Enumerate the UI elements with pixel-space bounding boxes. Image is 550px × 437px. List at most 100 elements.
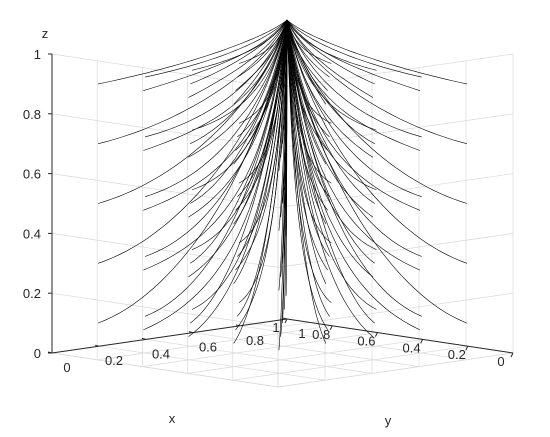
trajectory-line <box>97 19 288 324</box>
y-tick-label: 1 <box>298 326 305 341</box>
trajectory-line <box>239 19 288 64</box>
trajectory-line <box>286 19 420 91</box>
back-wall-grid-line <box>277 113 514 149</box>
trajectory-line <box>238 19 288 303</box>
x-axis-label: x <box>169 411 176 426</box>
z-tick-label: 1 <box>34 47 41 62</box>
x-tick-mark <box>420 339 424 344</box>
trajectory-line <box>286 19 422 138</box>
trajectory-line <box>286 19 374 98</box>
trajectory-curves <box>97 19 468 351</box>
trajectory-line <box>286 19 377 71</box>
trajectory-line <box>286 19 467 85</box>
x-tick-label: 0.6 <box>357 334 375 349</box>
trajectory-line <box>98 19 288 144</box>
x-tick-mark <box>374 332 378 337</box>
back-wall-grid-line <box>51 173 279 208</box>
trajectory-line <box>286 19 332 244</box>
floor-grid-line <box>232 345 468 381</box>
trajectory-line <box>286 19 328 211</box>
y-tick-mark <box>94 344 100 347</box>
trajectory-line <box>286 19 330 138</box>
trajectory-line <box>143 19 288 211</box>
trajectory-line <box>286 19 422 78</box>
floor-grid-line <box>145 339 373 374</box>
trajectory-line <box>191 19 288 310</box>
trajectory-line <box>286 19 377 191</box>
x-tick-label: 0.8 <box>312 327 330 342</box>
trajectory-line <box>143 19 288 91</box>
x-tick-mark <box>465 345 469 351</box>
trajectory-line <box>286 19 332 64</box>
floor-grid-line <box>97 325 333 361</box>
back-wall-grid-line <box>277 292 514 328</box>
trajectory-line <box>191 19 288 250</box>
x-tick-label: 1 <box>272 320 279 335</box>
back-wall-grid-line <box>277 53 514 89</box>
trajectory-line <box>286 19 330 257</box>
trajectory-line <box>98 19 288 85</box>
z-tick-label: 0 <box>34 346 41 361</box>
trajectory-line <box>286 19 377 310</box>
y-tick-mark <box>188 331 194 334</box>
trajectory-line <box>286 19 330 197</box>
floor-grid-line <box>192 332 420 367</box>
floor-grid-line <box>142 332 378 367</box>
trajectory-line <box>192 19 288 71</box>
trajectory-line <box>285 20 288 57</box>
trajectory-line <box>286 19 467 204</box>
x-tick-label: 0.2 <box>448 347 466 362</box>
trajectory-line <box>286 19 375 264</box>
trajectory-line <box>238 19 288 124</box>
trajectory-line <box>192 19 288 131</box>
back-wall-grid-line <box>277 233 514 268</box>
trajectory-line <box>286 19 328 151</box>
trajectory-line <box>237 19 288 138</box>
floor-grid-line <box>187 339 423 374</box>
x-tick-label: 0.4 <box>403 340 421 355</box>
y-tick-label: 0.8 <box>246 333 264 348</box>
trajectory-line <box>98 19 288 264</box>
x-axis-line <box>51 318 288 354</box>
back-wall-grid-line <box>51 292 279 328</box>
x-tick-mark <box>329 325 333 331</box>
trajectory-line <box>238 19 288 184</box>
trajectory-line <box>286 19 422 257</box>
trajectory-line <box>190 19 288 144</box>
z-tick-label: 0.6 <box>23 167 41 182</box>
y-tick-mark <box>235 324 241 327</box>
floor-grid-line <box>98 345 326 381</box>
trajectory-line <box>286 19 421 211</box>
trajectory-line <box>286 19 328 271</box>
z-tick-label: 0.2 <box>23 286 41 301</box>
trajectory-line <box>143 19 288 151</box>
trajectory-line <box>188 19 288 98</box>
y-tick-mark <box>141 337 147 340</box>
back-wall-grid-line <box>51 53 279 89</box>
trajectory-line <box>286 19 374 278</box>
trajectory-line <box>237 19 288 197</box>
trajectory-line <box>235 19 288 91</box>
trajectory-line <box>145 19 288 138</box>
trajectory-line <box>286 19 375 204</box>
x-tick-label: 0 <box>497 354 504 369</box>
back-wall-grid-line <box>51 233 279 268</box>
trajectory-line <box>190 19 288 264</box>
trajectory-line <box>286 19 332 184</box>
y-tick-label: 0 <box>63 360 70 375</box>
trajectory-line <box>286 19 468 324</box>
trajectory-line <box>286 19 332 303</box>
z-axis-label: z <box>42 26 49 41</box>
z-tick-label: 0.8 <box>23 107 41 122</box>
y-tick-label: 0.4 <box>152 346 170 361</box>
y-axis-label: y <box>385 413 392 428</box>
trajectory-line <box>188 19 288 158</box>
trajectory-line <box>145 19 288 197</box>
x-tick-mark <box>510 352 514 358</box>
trajectory-line <box>286 19 374 158</box>
tick-labels: 0 0.2 0.4 0.6 0.8 1 0 0.2 0.4 0.6 0.8 1 0 0.2 0.4 0.6 0.… <box>23 47 505 375</box>
y-tick-label: 0.6 <box>199 340 217 355</box>
trajectory-line <box>286 19 421 151</box>
back-wall-grid-line <box>51 352 279 388</box>
